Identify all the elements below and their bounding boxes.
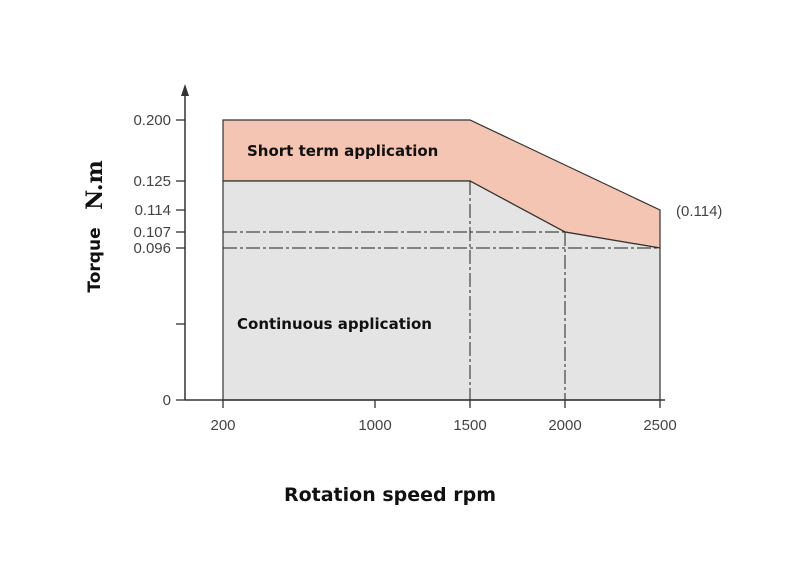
y-tick-label: 0.200	[133, 112, 171, 129]
series-label-continuous: Continuous application	[237, 315, 432, 333]
y-tick-label: 0.125	[133, 173, 171, 190]
annotation-0114: (0.114)	[676, 203, 722, 220]
x-tick-label: 2500	[643, 417, 676, 434]
y-tick-label: 0.107	[133, 224, 171, 241]
y-axis-arrow-icon	[181, 84, 189, 96]
x-tick-label: 200	[210, 417, 235, 434]
y-tick-label: 0.114	[135, 202, 171, 219]
x-tick-label: 1000	[358, 417, 391, 434]
y-tick-label: 0.096	[133, 240, 171, 257]
y-axis-label: Torque	[85, 227, 105, 292]
series-label-short-term: Short term application	[247, 142, 438, 160]
y-tick-label: 0	[163, 392, 171, 409]
x-axis-label: Rotation speed rpm	[284, 484, 496, 506]
x-tick-label: 2000	[548, 417, 581, 434]
x-tick-label: 1500	[453, 417, 486, 434]
y-axis-unit: N.m	[82, 160, 108, 210]
